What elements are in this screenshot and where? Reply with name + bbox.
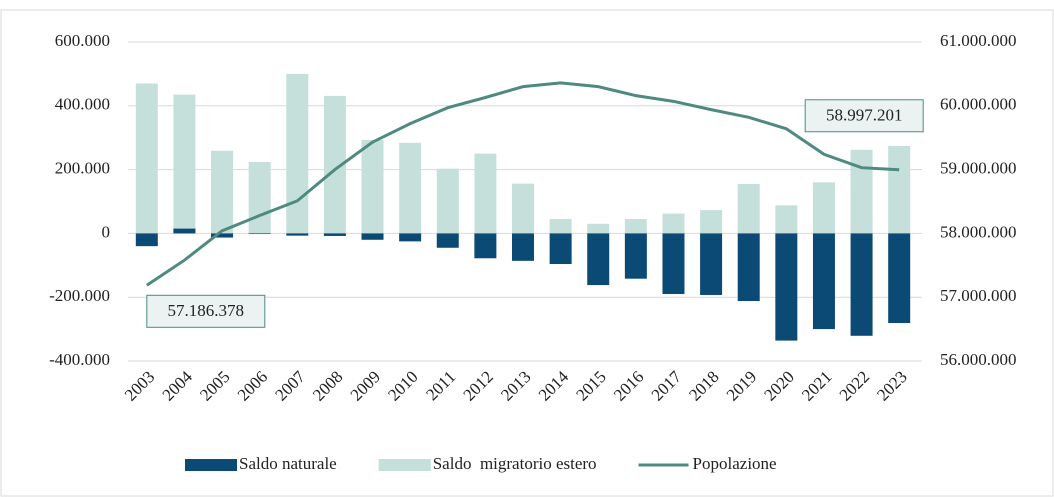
bar (399, 233, 422, 242)
bar (211, 150, 234, 234)
bar (248, 233, 271, 235)
bar (286, 233, 309, 236)
bar (549, 219, 572, 234)
bar (700, 233, 723, 295)
bar (587, 223, 610, 234)
y-tick-label: 0 (102, 222, 111, 241)
data-label-box (146, 294, 266, 328)
bar (135, 233, 158, 247)
bar (624, 233, 647, 279)
bar (135, 83, 158, 234)
legend-swatch (378, 459, 431, 471)
bar (850, 149, 873, 234)
y2-tick-label: 57.000.000 (940, 286, 1017, 305)
y-tick-label: 200.000 (55, 159, 110, 178)
bar (323, 233, 346, 236)
bar (812, 182, 835, 234)
data-label: 58.997.201 (826, 106, 903, 125)
bar (361, 233, 384, 240)
bar (624, 219, 647, 234)
bar (512, 233, 534, 261)
bar (888, 145, 911, 234)
y2-tick-label: 59.000.000 (940, 159, 1017, 178)
line (145, 81, 900, 287)
bar (662, 233, 685, 295)
bar (173, 94, 196, 234)
bar (700, 210, 723, 234)
bar (361, 139, 384, 234)
bar (436, 168, 459, 234)
bar (737, 183, 760, 234)
bar (474, 233, 497, 259)
y-tick-label: -400.000 (49, 350, 110, 369)
data-label-box (804, 99, 924, 133)
bar (812, 233, 835, 330)
bar (286, 73, 309, 234)
bar (662, 213, 685, 234)
bar (587, 233, 610, 286)
bar (474, 153, 497, 234)
bar (323, 95, 346, 234)
y-tick-label: -200.000 (49, 286, 110, 305)
y2-tick-label: 58.000.000 (940, 222, 1017, 241)
legend-label: Popolazione (693, 454, 777, 473)
y2-tick-label: 56.000.000 (940, 350, 1017, 369)
bar (399, 142, 422, 234)
y2-tick-label: 60.000.000 (940, 95, 1017, 114)
y2-tick-label: 61.000.000 (940, 31, 1017, 50)
legend-label: Saldo migratorio estero (433, 454, 597, 473)
bar (775, 205, 798, 234)
bar (173, 228, 196, 234)
bar (436, 233, 459, 248)
y-tick-label: 600.000 (55, 31, 110, 50)
bar (888, 233, 911, 324)
bar (737, 233, 760, 302)
bar (549, 233, 572, 265)
bar (248, 161, 271, 234)
y-tick-label: 400.000 (55, 95, 110, 114)
bar (850, 233, 873, 336)
data-label: 57.186.378 (168, 301, 245, 320)
bar (512, 183, 534, 234)
bar (211, 233, 234, 238)
legend-swatch (185, 459, 237, 471)
bar (775, 233, 798, 341)
legend-label: Saldo naturale (239, 454, 337, 473)
